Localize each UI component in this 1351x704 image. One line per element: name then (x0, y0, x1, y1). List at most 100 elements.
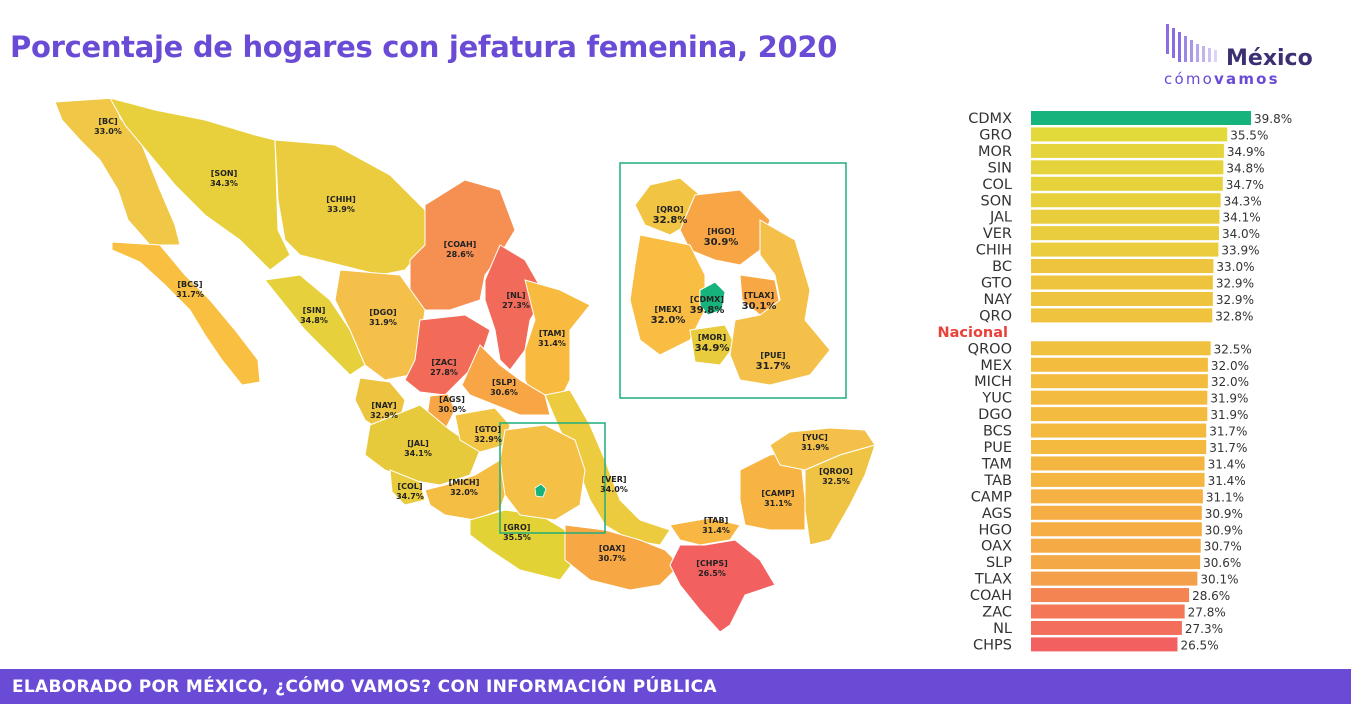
bar-value-label: 32.0% (1211, 359, 1249, 373)
bar-category-label: CHIH (976, 243, 1012, 259)
bar-value-label: 26.5% (1180, 638, 1218, 652)
inset-region-code: [MEX] (655, 305, 682, 314)
footer-bar: ELABORADO POR MÉXICO, ¿CÓMO VAMOS? CON I… (0, 669, 1351, 704)
bar-value-label: 31.4% (1208, 474, 1246, 488)
bar (1031, 357, 1208, 372)
map-region-code: [GRO] (504, 523, 531, 532)
inset-region-value: 39.8% (690, 305, 725, 316)
map-region-value: 32.5% (822, 477, 850, 486)
bar-category-label: OAX (981, 539, 1012, 555)
map-region-code: [MICH] (449, 478, 480, 487)
map-region-value: 27.8% (430, 368, 458, 377)
bar-value-label: 34.3% (1224, 194, 1262, 208)
bar-category-label: QROO (968, 341, 1012, 357)
bar-category-label: PUE (983, 440, 1012, 456)
bar-category-label: TAB (983, 473, 1012, 489)
map-region-code: [SLP] (492, 378, 516, 387)
map-region-value: 34.7% (396, 492, 424, 501)
brand-logo: México cómovamos (1160, 20, 1330, 90)
bar-category-label: DGO (978, 407, 1012, 423)
map-region-code: [TAB] (704, 516, 728, 525)
bar-value-label: 34.0% (1222, 227, 1260, 241)
bar (1031, 588, 1190, 603)
map-region-value: 28.6% (446, 250, 474, 259)
bar (1031, 176, 1223, 191)
map-region-code: [SON] (211, 169, 238, 178)
map-region-code: [OAX] (599, 544, 625, 553)
bar-value-label: 32.5% (1214, 342, 1252, 356)
bar-category-label: TAM (981, 456, 1012, 472)
map-region-code: [DGO] (369, 308, 396, 317)
map-region-code: [QROO] (819, 467, 853, 476)
inset-region-code: [PUE] (760, 351, 785, 360)
map-region-code: [NL] (506, 291, 525, 300)
bar (1031, 193, 1221, 208)
region-chps (669, 539, 776, 633)
map-region-value: 27.3% (502, 301, 530, 310)
bar (1031, 374, 1208, 389)
bar-value-label: 31.7% (1209, 441, 1247, 455)
region-dgo (334, 269, 426, 381)
inset-region-value: 34.9% (695, 343, 730, 354)
bar-value-label: 39.8% (1254, 112, 1292, 126)
map-region-value: 33.9% (327, 205, 355, 214)
bar-category-label: QRO (979, 308, 1012, 324)
bar (1031, 538, 1201, 553)
bar (1031, 423, 1207, 438)
bar-value-label: 32.8% (1215, 309, 1253, 323)
inset-hgo (679, 189, 771, 266)
map-region-value: 31.1% (764, 499, 792, 508)
bar (1031, 127, 1228, 142)
bar (1031, 637, 1178, 652)
bar-category-label: TLAX (974, 572, 1012, 588)
logo-bars-icon (1166, 24, 1217, 62)
bar-value-label: 34.8% (1226, 161, 1264, 175)
map-labels: [BC]33.0%[SON]34.3%[CHIH]33.9%[BCS]31.7%… (94, 117, 853, 578)
map-regions (54, 97, 876, 633)
bar (1031, 555, 1201, 570)
map-region-value: 30.6% (490, 388, 518, 397)
bar-category-label: MOR (978, 144, 1012, 160)
map-region-value: 31.9% (369, 318, 397, 327)
bar-category-label: COAH (970, 588, 1012, 604)
map-region-code: [COL] (397, 482, 422, 491)
map-region-value: 31.9% (801, 443, 829, 452)
bar-category-label: SLP (986, 555, 1012, 571)
bar (1031, 456, 1205, 471)
region-sin (264, 274, 366, 376)
map-zoom-box (499, 422, 606, 534)
map-region-code: [TAM] (539, 329, 565, 338)
map-region-code: [GTO] (475, 425, 501, 434)
inset-region-code: [QRO] (656, 205, 683, 214)
bar (1031, 226, 1219, 241)
inset-region-value: 30.1% (742, 301, 777, 312)
map-region-code: [AGS] (439, 395, 465, 404)
inset-region-value: 32.0% (651, 315, 686, 326)
bar-value-label: 32.0% (1211, 375, 1249, 389)
bar (1031, 242, 1219, 257)
bar-category-label: SIN (988, 160, 1012, 176)
bar-category-label: AGS (982, 506, 1012, 522)
map-region-code: [JAL] (407, 439, 429, 448)
region-jal (364, 404, 481, 486)
logo-text-comovamos: cómovamos (1164, 70, 1280, 88)
inset-region-value: 30.9% (704, 237, 739, 248)
bar (1031, 571, 1198, 586)
footer-text: ELABORADO POR MÉXICO, ¿CÓMO VAMOS? CON I… (12, 677, 717, 697)
bar-category-label: GRO (979, 127, 1012, 143)
map-region-value: 32.9% (370, 411, 398, 420)
bar (1031, 472, 1205, 487)
bar (1031, 440, 1207, 454)
bar-value-label: 31.4% (1208, 457, 1246, 471)
region-coah (409, 179, 516, 311)
map-region-value: 30.9% (438, 405, 466, 414)
map-region-value: 34.1% (404, 449, 432, 458)
map-region-code: [NAY] (371, 401, 396, 410)
bar (1031, 604, 1185, 619)
bar-value-label: 31.1% (1206, 490, 1244, 504)
bar-category-label: BC (992, 259, 1012, 275)
bar-category-label: COL (982, 177, 1012, 193)
bar-value-label: 30.9% (1205, 507, 1243, 521)
